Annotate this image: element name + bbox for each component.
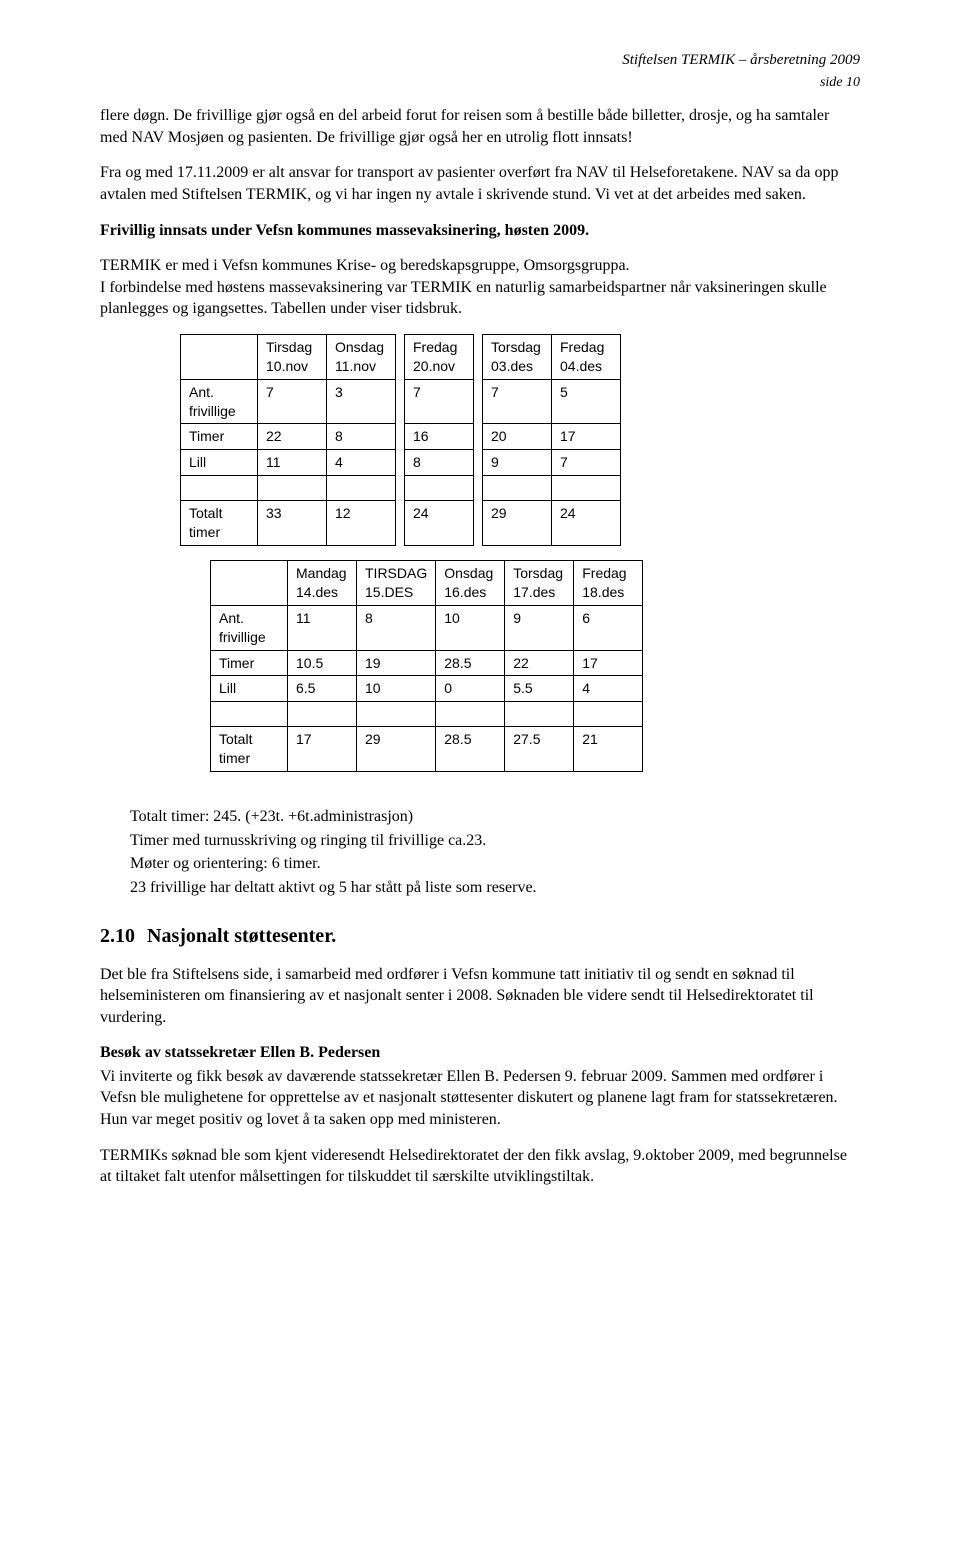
- cell: 7: [405, 379, 474, 424]
- cell: 17: [288, 727, 357, 772]
- cell: 12: [327, 501, 396, 546]
- cell: 17: [574, 650, 643, 676]
- paragraph: flere døgn. De frivillige gjør også en d…: [100, 105, 860, 148]
- paragraph: Vi inviterte og fikk besøk av daværende …: [100, 1066, 860, 1131]
- cell: 16: [405, 424, 474, 450]
- document-page: Stiftelsen TERMIK – årsberetning 2009 si…: [50, 0, 910, 1262]
- cell: 11: [288, 605, 357, 650]
- cell: 9: [483, 450, 552, 476]
- cell: 4: [574, 676, 643, 702]
- col-header: Mandag14.des: [288, 561, 357, 606]
- cell: 7: [483, 379, 552, 424]
- paragraph: TERMIKs søknad ble som kjent videresendt…: [100, 1145, 860, 1188]
- col-header: Fredag20.nov: [405, 334, 474, 379]
- cell: 19: [357, 650, 436, 676]
- cell: 5: [552, 379, 621, 424]
- col-header: Onsdag11.nov: [327, 334, 396, 379]
- section-heading: 2.10 Nasjonalt støttesenter.: [100, 923, 860, 950]
- cell: 24: [405, 501, 474, 546]
- cell: 3: [327, 379, 396, 424]
- row-label: Lill: [211, 676, 288, 702]
- cell: 21: [574, 727, 643, 772]
- col-header: Torsdag17.des: [505, 561, 574, 606]
- cell: 20: [483, 424, 552, 450]
- text: I forbindelse med høstens massevaksineri…: [100, 279, 827, 318]
- cell: 11: [258, 450, 327, 476]
- col-header: Onsdag16.des: [436, 561, 505, 606]
- cell: 8: [357, 605, 436, 650]
- subheading: Frivillig innsats under Vefsn kommunes m…: [100, 220, 860, 242]
- cell: 8: [327, 424, 396, 450]
- section-title: Nasjonalt støttesenter.: [147, 925, 336, 947]
- cell: 9: [505, 605, 574, 650]
- cell: 27.5: [505, 727, 574, 772]
- cell: 10: [357, 676, 436, 702]
- cell: 33: [258, 501, 327, 546]
- cell: 7: [552, 450, 621, 476]
- gap: [396, 334, 405, 379]
- cell: 0: [436, 676, 505, 702]
- cell: 10: [436, 605, 505, 650]
- cell: 22: [505, 650, 574, 676]
- section-number: 2.10: [100, 923, 142, 950]
- cell: 29: [357, 727, 436, 772]
- paragraph: Det ble fra Stiftelsens side, i samarbei…: [100, 964, 860, 1029]
- summary-block: Totalt timer: 245. (+23t. +6t.administra…: [130, 806, 860, 898]
- row-label: Ant.frivillige: [181, 379, 258, 424]
- cell: 22: [258, 424, 327, 450]
- col-header: TIRSDAG15.DES: [357, 561, 436, 606]
- row-label: Totalttimer: [181, 501, 258, 546]
- col-header: Fredag04.des: [552, 334, 621, 379]
- schedule-table-1: Tirsdag10.nov Onsdag11.nov Fredag20.nov …: [180, 334, 621, 546]
- row-label: Timer: [181, 424, 258, 450]
- summary-line: Timer med turnusskriving og ringing til …: [130, 830, 860, 852]
- cell: 6.5: [288, 676, 357, 702]
- text: TERMIK er med i Vefsn kommunes Krise- og…: [100, 257, 630, 274]
- paragraph: Fra og med 17.11.2009 er alt ansvar for …: [100, 162, 860, 205]
- col-header: Torsdag03.des: [483, 334, 552, 379]
- row-label: Timer: [211, 650, 288, 676]
- header-title: Stiftelsen TERMIK – årsberetning 2009: [100, 50, 860, 70]
- cell: [211, 561, 288, 606]
- schedule-table-2: Mandag14.des TIRSDAG15.DES Onsdag16.des …: [210, 560, 643, 772]
- row-label: Lill: [181, 450, 258, 476]
- summary-line: Møter og orientering: 6 timer.: [130, 853, 860, 875]
- col-header: Fredag18.des: [574, 561, 643, 606]
- page-number: side 10: [100, 74, 860, 93]
- gap: [474, 334, 483, 379]
- row-label: Ant.frivillige: [211, 605, 288, 650]
- cell: 5.5: [505, 676, 574, 702]
- row-label: Totalttimer: [211, 727, 288, 772]
- cell: 4: [327, 450, 396, 476]
- summary-line: Totalt timer: 245. (+23t. +6t.administra…: [130, 806, 860, 828]
- cell: [181, 334, 258, 379]
- paragraph: TERMIK er med i Vefsn kommunes Krise- og…: [100, 255, 860, 320]
- cell: 29: [483, 501, 552, 546]
- cell: 7: [258, 379, 327, 424]
- subheading: Besøk av statssekretær Ellen B. Pedersen: [100, 1042, 860, 1064]
- cell: 28.5: [436, 727, 505, 772]
- cell: 24: [552, 501, 621, 546]
- cell: 6: [574, 605, 643, 650]
- col-header: Tirsdag10.nov: [258, 334, 327, 379]
- summary-line: 23 frivillige har deltatt aktivt og 5 ha…: [130, 877, 860, 899]
- cell: 28.5: [436, 650, 505, 676]
- cell: 10.5: [288, 650, 357, 676]
- cell: 17: [552, 424, 621, 450]
- cell: 8: [405, 450, 474, 476]
